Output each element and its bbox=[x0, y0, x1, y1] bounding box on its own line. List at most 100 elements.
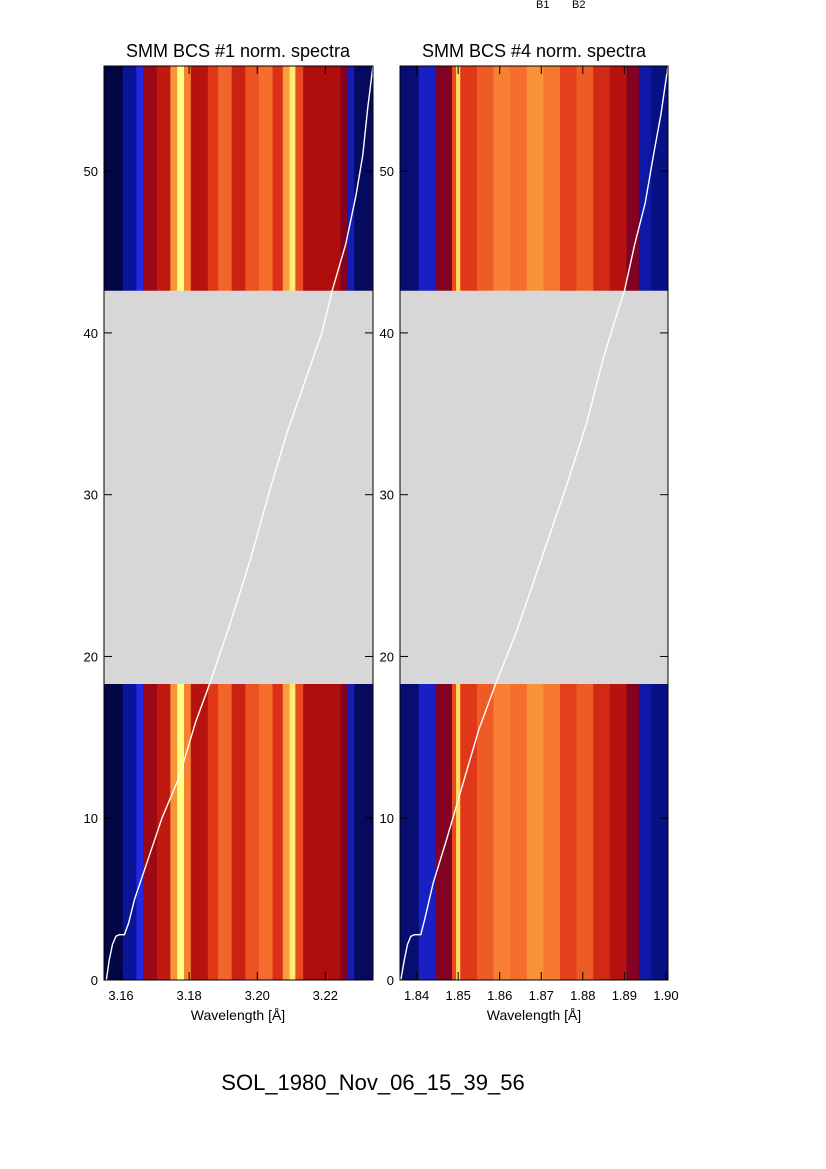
x-tick-label: 1.90 bbox=[653, 988, 678, 1003]
spectrum-band-11-seg-0 bbox=[231, 66, 246, 291]
x-tick-label: 3.16 bbox=[108, 988, 133, 1003]
spectrum-band-10-seg-0 bbox=[543, 66, 561, 291]
y-tick-label: 40 bbox=[380, 326, 394, 341]
panel-1-x-axis-label: Wavelength [Å] bbox=[191, 1007, 285, 1023]
spectrum-band-3-seg-1 bbox=[143, 683, 158, 980]
spectrum-band-11-seg-1 bbox=[231, 683, 246, 980]
spectrum-band-6-seg-0 bbox=[476, 66, 494, 291]
spectrum-band-1-seg-1 bbox=[418, 683, 436, 980]
spectrum-band-14-seg-1 bbox=[609, 683, 627, 980]
spectrum-band-4-seg-1 bbox=[456, 683, 461, 980]
spectrum-band-11-seg-0 bbox=[559, 66, 577, 291]
data-gap-region bbox=[104, 290, 373, 684]
spectrum-band-2-seg-1 bbox=[435, 683, 453, 980]
spectrum-band-7-seg-0 bbox=[184, 66, 192, 291]
spectrum-band-9-seg-0 bbox=[207, 66, 219, 291]
spectrum-band-20-seg-1 bbox=[347, 683, 355, 980]
spectrum-band-17-seg-1 bbox=[295, 683, 304, 980]
x-tick-label: 1.88 bbox=[570, 988, 595, 1003]
event-id-footer: SOL_1980_Nov_06_15_39_56 bbox=[221, 1070, 524, 1095]
plot-frame bbox=[103, 65, 374, 981]
spectrum-band-7-seg-1 bbox=[184, 683, 192, 980]
spectrum-band-0-seg-0 bbox=[400, 66, 420, 291]
spectrum-band-18-seg-0 bbox=[303, 66, 342, 291]
spectrum-band-15-seg-1 bbox=[282, 683, 290, 980]
spectrum-band-18-seg-1 bbox=[303, 683, 342, 980]
y-tick-label: 50 bbox=[84, 164, 98, 179]
y-tick-label: 30 bbox=[84, 488, 98, 503]
spectrum-band-6-seg-0 bbox=[177, 66, 185, 291]
spectrum-band-6-seg-1 bbox=[177, 683, 185, 980]
spectrum-band-19-seg-0 bbox=[340, 66, 348, 291]
spectrum-band-3-seg-1 bbox=[451, 683, 457, 980]
spectrum-band-13-seg-1 bbox=[593, 683, 611, 980]
spectrum-band-12-seg-1 bbox=[245, 683, 260, 980]
x-tick-label: 3.18 bbox=[176, 988, 201, 1003]
data-gap-region bbox=[400, 290, 668, 684]
spectrum-band-0-seg-1 bbox=[104, 683, 124, 980]
spectrum-band-5-seg-0 bbox=[460, 66, 478, 291]
spectrum-band-15-seg-0 bbox=[626, 66, 640, 291]
y-tick-label: 30 bbox=[380, 488, 394, 503]
panel-1-plot: 3.16 3.18 3.20 3.22 0 10 20 30 40 50 bbox=[84, 65, 374, 1003]
y-tick-label: 20 bbox=[84, 649, 98, 664]
x-tick-label: 1.89 bbox=[612, 988, 637, 1003]
spectrum-band-4-seg-0 bbox=[156, 66, 171, 291]
x-tick-label: 1.87 bbox=[529, 988, 554, 1003]
spectrum-band-9-seg-0 bbox=[526, 66, 544, 291]
y-tick-label: 10 bbox=[380, 811, 394, 826]
spectrum-band-8-seg-1 bbox=[510, 683, 528, 980]
spectrum-band-17-seg-1 bbox=[651, 683, 669, 980]
y-tick-label: 40 bbox=[84, 326, 98, 341]
plot-frame bbox=[399, 65, 669, 981]
spectrum-band-15-seg-1 bbox=[626, 683, 640, 980]
spectrum-band-14-seg-0 bbox=[272, 66, 284, 291]
spectrum-band-3-seg-0 bbox=[143, 66, 158, 291]
spectrum-band-15-seg-0 bbox=[282, 66, 290, 291]
spectrum-band-16-seg-0 bbox=[289, 66, 296, 291]
spectrum-band-1-seg-0 bbox=[418, 66, 436, 291]
spectrum-band-20-seg-0 bbox=[347, 66, 355, 291]
panel-1-title: SMM BCS #1 norm. spectra bbox=[126, 41, 351, 61]
spectrum-band-9-seg-1 bbox=[526, 683, 544, 980]
panel-2-plot: 1.84 1.85 1.86 1.87 1.88 1.89 1.90 0 10 20 30 40 50 bbox=[380, 65, 679, 1003]
y-tick-label: 20 bbox=[380, 649, 394, 664]
spectrum-band-14-seg-1 bbox=[272, 683, 284, 980]
spectrum-band-12-seg-0 bbox=[245, 66, 260, 291]
spectrum-band-17-seg-0 bbox=[651, 66, 669, 291]
spectrum-band-2-seg-1 bbox=[136, 683, 144, 980]
spectrum-band-7-seg-0 bbox=[493, 66, 511, 291]
top-label-b2: B2 bbox=[572, 0, 585, 11]
spectrum-band-16-seg-1 bbox=[638, 683, 652, 980]
spectrum-band-5-seg-1 bbox=[460, 683, 478, 980]
spectrum-band-14-seg-0 bbox=[609, 66, 627, 291]
spectrum-band-12-seg-1 bbox=[576, 683, 594, 980]
y-tick-label: 0 bbox=[387, 973, 394, 988]
spectrum-band-21-seg-0 bbox=[354, 66, 374, 291]
spectrum-band-0-seg-0 bbox=[104, 66, 124, 291]
lightcurve-line bbox=[400, 65, 669, 981]
spectrum-band-0-seg-1 bbox=[400, 683, 420, 980]
spectrum-band-17-seg-0 bbox=[295, 66, 304, 291]
spectrum-band-5-seg-0 bbox=[170, 66, 178, 291]
y-tick-label: 0 bbox=[91, 973, 98, 988]
spectrum-band-21-seg-1 bbox=[354, 683, 374, 980]
y-tick-label: 10 bbox=[84, 811, 98, 826]
spectrum-band-10-seg-0 bbox=[218, 66, 233, 291]
spectrum-band-2-seg-0 bbox=[136, 66, 144, 291]
spectrum-band-2-seg-0 bbox=[435, 66, 453, 291]
x-tick-label: 1.86 bbox=[487, 988, 512, 1003]
spectrum-band-10-seg-1 bbox=[218, 683, 233, 980]
x-tick-label: 1.84 bbox=[404, 988, 429, 1003]
spectrum-band-16-seg-0 bbox=[638, 66, 652, 291]
lightcurve-line bbox=[105, 65, 374, 981]
top-label-b1: B1 bbox=[536, 0, 549, 11]
spectrum-band-1-seg-1 bbox=[122, 683, 137, 980]
spectrum-band-5-seg-1 bbox=[170, 683, 178, 980]
spectrum-band-1-seg-0 bbox=[122, 66, 137, 291]
spectrum-band-16-seg-1 bbox=[289, 683, 296, 980]
spectrum-band-8-seg-0 bbox=[510, 66, 528, 291]
spectrum-band-9-seg-1 bbox=[207, 683, 219, 980]
spectrum-band-7-seg-1 bbox=[493, 683, 511, 980]
